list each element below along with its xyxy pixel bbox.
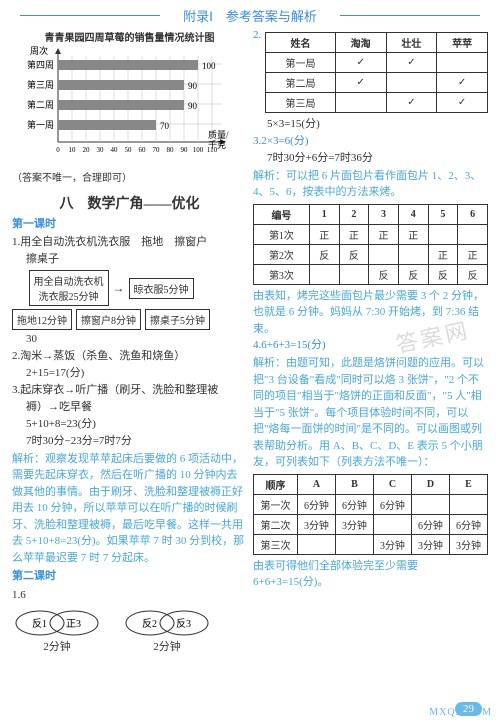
q3-a: 3.起床穿衣→听广播（刷牙、洗脸和整理被	[12, 383, 247, 399]
svg-text:60: 60	[139, 146, 147, 154]
explain-1: 解析：观察发现苹苹起床后要做的 6 项活动中，需要先起床穿衣，然后在听广播的 1…	[12, 451, 247, 567]
watermark-corner: MXQE.COM	[429, 707, 492, 718]
table-order: 顺序AB CDE 第一次6分钟6分钟6分钟 第二次3分钟3分钟6分钟6分钟 第三…	[253, 474, 488, 555]
svg-text:100: 100	[193, 146, 204, 154]
q2-num: 2.	[253, 29, 261, 41]
arrow-icon: →	[113, 281, 125, 296]
left-column: 青青果园四周草莓的销售量情况统计图 周次 质量/ 千克	[12, 29, 247, 658]
right-column: 2. 姓名 淘淘 壮壮 苹苹 第一局✓✓ 第二局✓✓ 第三局✓✓ 5×3=15(…	[253, 29, 488, 658]
q3-d: 7时30分−23分=7时7分	[26, 434, 247, 450]
table-row: 第3次反反反反	[254, 264, 488, 284]
oval-time-1: 2分钟	[12, 638, 102, 654]
lesson-1-heading: 第一课时	[12, 217, 247, 233]
q2-b: 2+15=17(分)	[26, 366, 247, 382]
lesson-2-heading: 第二课时	[12, 569, 247, 585]
q1-line1: 1.用全自动洗衣机洗衣服 拖地 擦窗户	[12, 235, 247, 251]
table-row: 第三次3分钟3分钟3分钟	[254, 534, 488, 554]
q1-6: 1.6	[12, 588, 247, 604]
svg-text:0: 0	[56, 146, 60, 154]
table-row: 第二次3分钟3分钟6分钟6分钟	[254, 514, 488, 534]
svg-text:70: 70	[160, 121, 170, 131]
oval-diagram: 反1 正3 2分钟 反2 反3 2分钟	[12, 608, 247, 654]
svg-text:90: 90	[188, 81, 198, 91]
table-row: 第二局✓✓	[266, 73, 488, 93]
oval-time-2: 2分钟	[122, 638, 212, 654]
svg-text:第四周: 第四周	[27, 59, 54, 70]
unit-title: 八 数学广角——优化	[12, 193, 247, 213]
box-window: 擦窗户8分钟	[76, 309, 141, 330]
columns: 青青果园四周草莓的销售量情况统计图 周次 质量/ 千克	[0, 29, 500, 658]
svg-text:第一周: 第一周	[27, 119, 54, 130]
svg-text:周次: 周次	[30, 46, 48, 56]
svg-text:30: 30	[97, 146, 105, 154]
ans-30: 30	[26, 332, 247, 348]
table-row: 第一局✓✓	[266, 53, 488, 73]
svg-text:50: 50	[125, 146, 133, 154]
q2-a: 2.淘米→蒸饭（杀鱼、洗鱼和烧鱼）	[12, 349, 247, 365]
explain-4: 解析：由题可知，此题是烙饼问题的应用。可以把"3 台设备"看成"同时可以烙 3 …	[253, 355, 488, 471]
svg-text:110: 110	[207, 146, 218, 154]
oval-pair-2: 反2 反3	[122, 608, 212, 638]
explain-2: 解析：可以把 6 片面包片看作面包片 1、2、3、4、5、6，按表中的方法来烤。	[253, 168, 488, 201]
box-washer: 用全自动洗衣机 洗衣服25分钟	[29, 270, 109, 306]
svg-text:质量/: 质量/	[208, 129, 229, 140]
table-row: 顺序AB CDE	[254, 474, 488, 494]
bar-chart: 周次 质量/ 千克 100 90 90	[12, 46, 232, 166]
box-hang: 晾衣服5分钟	[129, 278, 194, 299]
q4: 4.6+6+3=15(分)	[253, 338, 488, 354]
svg-text:80: 80	[167, 146, 175, 154]
table-row: 第三局✓✓	[266, 93, 488, 113]
page-header: 附录Ⅰ 参考答案与解析	[0, 0, 500, 29]
table-row: 第2次反反正正	[254, 244, 488, 264]
svg-text:第三周: 第三周	[27, 79, 54, 90]
svg-text:正3: 正3	[66, 619, 81, 630]
box-mop: 拖地12分钟	[12, 309, 72, 330]
table-row: 第一次6分钟6分钟6分钟	[254, 494, 488, 514]
svg-text:反1: 反1	[32, 618, 47, 630]
chart-title: 青青果园四周草莓的销售量情况统计图	[12, 29, 247, 44]
table-bread: 编号12 3456 第1次正正正正 第2次反反正正 第3次反反反反	[253, 204, 488, 285]
svg-text:100: 100	[202, 61, 216, 71]
svg-text:90: 90	[188, 101, 198, 111]
box-table: 擦桌子5分钟	[145, 309, 210, 330]
chart-note: （答案不唯一，合理即可）	[12, 172, 247, 187]
r1: 5×3=15(分)	[267, 117, 488, 133]
q3-c: 5+10+8=23(分)	[26, 417, 247, 433]
table-row: 姓名 淘淘 壮壮 苹苹	[266, 33, 488, 53]
flow-diagram: 用全自动洗衣机 洗衣服25分钟 → 晾衣服5分钟 拖地12分钟 擦窗户8分钟 擦…	[12, 270, 247, 330]
svg-text:40: 40	[111, 146, 119, 154]
svg-text:90: 90	[181, 146, 189, 154]
table-row: 编号12 3456	[254, 204, 488, 224]
r3: 7时30分+6分=7时36分	[267, 151, 488, 167]
svg-text:第二周: 第二周	[27, 99, 54, 110]
q3-b: 褥）→吃早餐	[26, 400, 247, 416]
q1-line2: 擦桌子	[26, 252, 247, 268]
svg-text:20: 20	[83, 146, 91, 154]
svg-text:反3: 反3	[176, 618, 191, 630]
oval-pair-1: 反1 正3	[12, 608, 102, 638]
table-row: 第1次正正正正	[254, 224, 488, 244]
explain-5: 由表可得他们全部体验完至少需要 6+6+3=15(分)。	[253, 558, 488, 591]
explain-3: 由表知，烤完这些面包片最少需要 3 个 2 分钟，也就是 6 分钟。妈妈从 7:…	[253, 288, 488, 338]
svg-text:10: 10	[69, 146, 77, 154]
table-names: 姓名 淘淘 壮壮 苹苹 第一局✓✓ 第二局✓✓ 第三局✓✓	[265, 32, 488, 113]
svg-text:70: 70	[153, 146, 161, 154]
q3-num: 3.2×3=6(分)	[253, 134, 488, 150]
svg-text:反2: 反2	[142, 618, 157, 630]
